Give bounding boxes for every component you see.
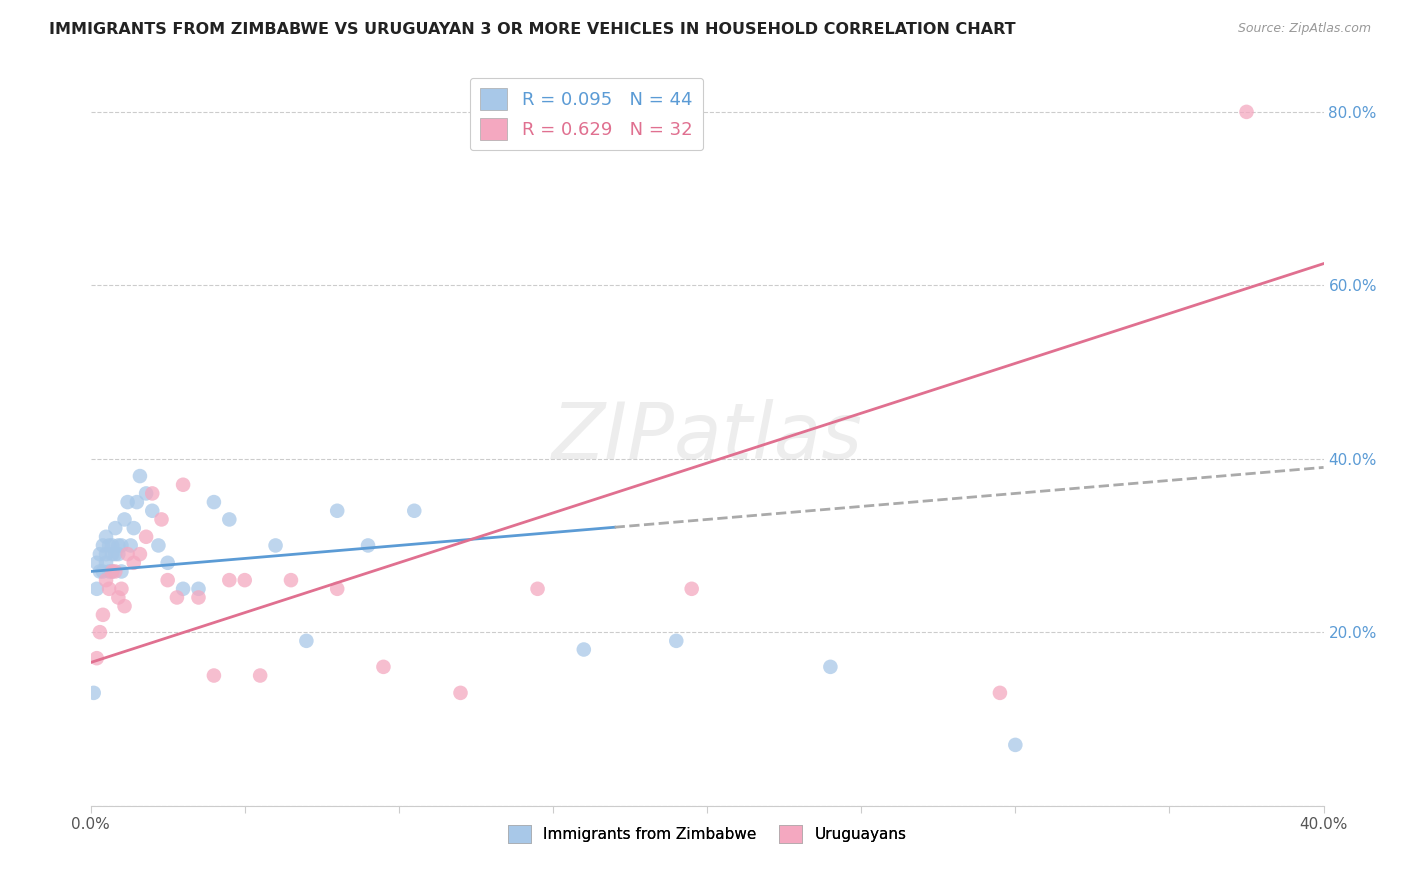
Point xyxy=(91,538,114,552)
Point xyxy=(94,530,117,544)
Point xyxy=(86,582,108,596)
Point xyxy=(94,556,117,570)
Text: Source: ZipAtlas.com: Source: ZipAtlas.com xyxy=(1237,22,1371,36)
Point xyxy=(572,642,595,657)
Point xyxy=(249,668,271,682)
Point xyxy=(295,633,318,648)
Point xyxy=(233,573,256,587)
Point xyxy=(988,686,1011,700)
Point xyxy=(107,591,129,605)
Point xyxy=(187,591,209,605)
Point xyxy=(101,547,124,561)
Point xyxy=(122,556,145,570)
Point xyxy=(172,477,194,491)
Point xyxy=(202,668,225,682)
Point xyxy=(404,504,426,518)
Point xyxy=(129,469,152,483)
Point xyxy=(122,521,145,535)
Point xyxy=(86,651,108,665)
Point xyxy=(187,582,209,596)
Point xyxy=(1236,104,1258,119)
Point xyxy=(280,573,302,587)
Point xyxy=(104,547,127,561)
Legend: Immigrants from Zimbabwe, Uruguayans: Immigrants from Zimbabwe, Uruguayans xyxy=(502,819,912,849)
Point xyxy=(117,495,139,509)
Point xyxy=(110,582,132,596)
Point xyxy=(1004,738,1026,752)
Point xyxy=(218,512,240,526)
Point xyxy=(129,547,152,561)
Point xyxy=(665,633,688,648)
Point xyxy=(101,565,124,579)
Point xyxy=(156,556,179,570)
Point xyxy=(172,582,194,596)
Point xyxy=(91,565,114,579)
Point xyxy=(450,686,472,700)
Point xyxy=(166,591,188,605)
Point xyxy=(101,538,124,552)
Point xyxy=(98,565,121,579)
Text: IMMIGRANTS FROM ZIMBABWE VS URUGUAYAN 3 OR MORE VEHICLES IN HOUSEHOLD CORRELATIO: IMMIGRANTS FROM ZIMBABWE VS URUGUAYAN 3 … xyxy=(49,22,1015,37)
Point xyxy=(91,607,114,622)
Point xyxy=(357,538,380,552)
Point xyxy=(98,582,121,596)
Point xyxy=(373,660,395,674)
Point xyxy=(326,582,349,596)
Point xyxy=(125,495,148,509)
Point xyxy=(89,547,111,561)
Point xyxy=(141,504,163,518)
Point xyxy=(83,686,105,700)
Text: ZIPatlas: ZIPatlas xyxy=(551,399,862,475)
Point xyxy=(101,565,124,579)
Point xyxy=(326,504,349,518)
Point xyxy=(107,538,129,552)
Point xyxy=(820,660,842,674)
Point xyxy=(148,538,170,552)
Point xyxy=(264,538,287,552)
Point xyxy=(89,625,111,640)
Point xyxy=(218,573,240,587)
Point xyxy=(104,521,127,535)
Point xyxy=(526,582,548,596)
Point xyxy=(110,538,132,552)
Point xyxy=(120,538,142,552)
Point xyxy=(114,512,136,526)
Point xyxy=(86,556,108,570)
Point xyxy=(110,565,132,579)
Point xyxy=(135,486,157,500)
Point xyxy=(150,512,173,526)
Point xyxy=(94,573,117,587)
Point xyxy=(681,582,703,596)
Point xyxy=(141,486,163,500)
Point xyxy=(114,599,136,614)
Point xyxy=(89,565,111,579)
Point xyxy=(202,495,225,509)
Point xyxy=(135,530,157,544)
Point xyxy=(156,573,179,587)
Point xyxy=(117,547,139,561)
Point xyxy=(98,538,121,552)
Point xyxy=(104,565,127,579)
Point xyxy=(107,547,129,561)
Point xyxy=(94,547,117,561)
